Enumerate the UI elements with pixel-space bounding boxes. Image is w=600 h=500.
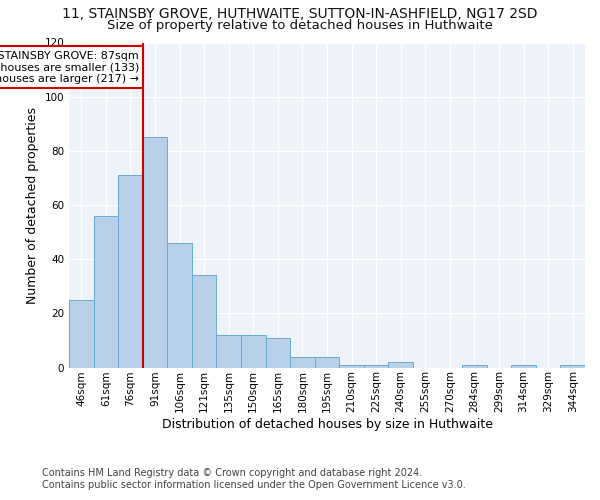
Y-axis label: Number of detached properties: Number of detached properties (26, 106, 39, 304)
Bar (266, 338, 290, 368)
Bar (192, 276, 217, 368)
Bar (388, 362, 413, 368)
Bar (364, 365, 388, 368)
Bar (94, 216, 118, 368)
Bar (217, 335, 241, 368)
Text: Size of property relative to detached houses in Huthwaite: Size of property relative to detached ho… (107, 18, 493, 32)
Bar (167, 243, 192, 368)
Bar (290, 356, 315, 368)
Bar (339, 365, 364, 368)
Text: Contains HM Land Registry data © Crown copyright and database right 2024.
Contai: Contains HM Land Registry data © Crown c… (42, 468, 466, 490)
Bar (143, 138, 167, 368)
Bar (69, 300, 94, 368)
Text: 11, STAINSBY GROVE, HUTHWAITE, SUTTON-IN-ASHFIELD, NG17 2SD: 11, STAINSBY GROVE, HUTHWAITE, SUTTON-IN… (62, 8, 538, 22)
Text: 11 STAINSBY GROVE: 87sqm
← 38% of detached houses are smaller (133)
62% of semi-: 11 STAINSBY GROVE: 87sqm ← 38% of detach… (0, 50, 139, 84)
Bar (315, 356, 339, 368)
Bar (560, 365, 585, 368)
X-axis label: Distribution of detached houses by size in Huthwaite: Distribution of detached houses by size … (161, 418, 493, 431)
Bar (241, 335, 266, 368)
Bar (511, 365, 536, 368)
Bar (118, 175, 143, 368)
Bar (462, 365, 487, 368)
